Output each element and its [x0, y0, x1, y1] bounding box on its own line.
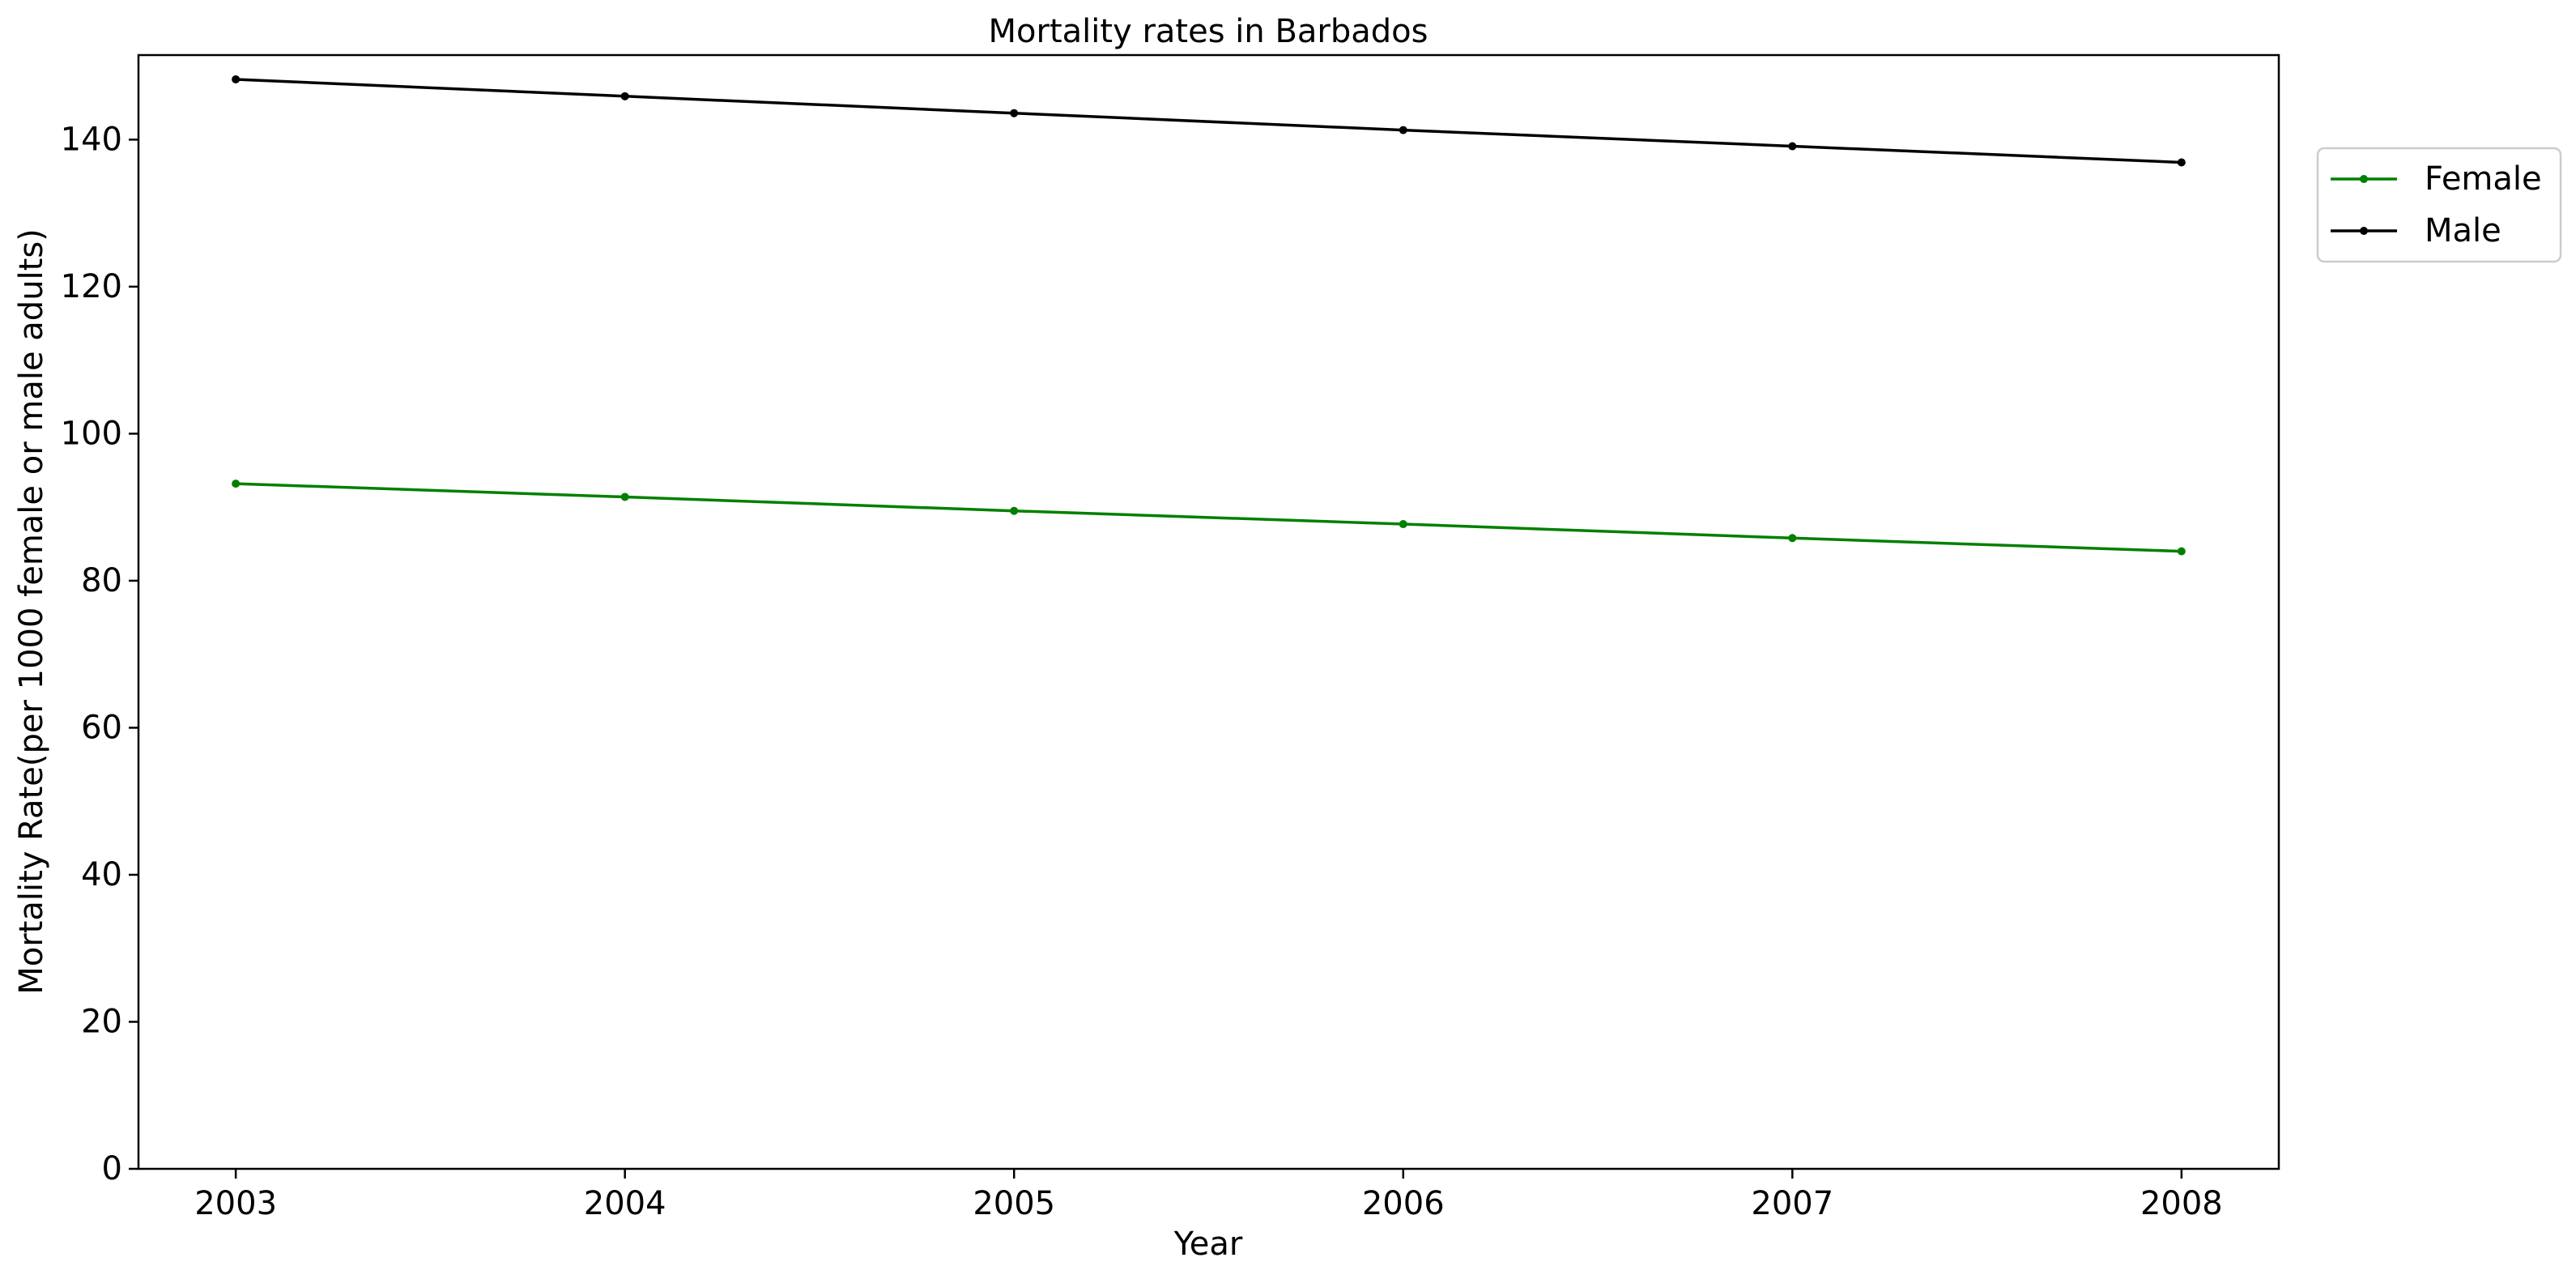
legend-label-female: Female: [2425, 160, 2542, 198]
y-tick-label: 20: [81, 1003, 122, 1040]
data-point-male: [1399, 126, 1407, 134]
data-point-female: [1010, 506, 1019, 515]
legend-label-male: Male: [2425, 212, 2501, 249]
y-tick-label: 0: [102, 1150, 122, 1187]
legend-item-male: Male: [2331, 212, 2501, 249]
data-point-female: [1399, 520, 1407, 529]
x-tick-label: 2005: [973, 1185, 1055, 1222]
data-point-female: [232, 480, 241, 488]
data-point-female: [2177, 547, 2186, 556]
y-tick-label: 60: [81, 709, 122, 746]
legend-frame: [2316, 147, 2562, 263]
x-tick-label: 2006: [1362, 1185, 1445, 1222]
series-female: [232, 480, 2186, 556]
legend: Female Male: [2316, 147, 2562, 263]
data-point-male: [1788, 142, 1797, 151]
series-line-female: [236, 482, 2182, 553]
chart-title: Mortality rates in Barbados: [989, 13, 1429, 50]
data-point-male: [232, 75, 241, 83]
legend-item-female: Female: [2331, 160, 2542, 198]
x-axis-ticks: 2003 2004 2005 2006 2007 2008: [194, 1169, 2223, 1222]
series-male: [232, 75, 2186, 167]
x-axis-title: Year: [1173, 1226, 1243, 1263]
y-tick-label: 120: [61, 268, 122, 305]
x-tick-label: 2003: [194, 1185, 277, 1222]
y-axis-ticks: 0 20 40 60 80 100 120 140: [61, 121, 138, 1187]
data-point-male: [620, 92, 629, 100]
plot-area-frame: [137, 53, 2280, 1170]
y-tick-label: 40: [81, 856, 122, 893]
x-tick-label: 2008: [2140, 1185, 2223, 1222]
series-layer: [232, 75, 2186, 556]
x-tick-label: 2007: [1751, 1185, 1833, 1222]
y-tick-label: 140: [61, 121, 122, 158]
legend-items: Female Male: [2331, 160, 2542, 249]
data-point-male: [1010, 109, 1019, 117]
legend-marker-male: [2360, 227, 2368, 235]
y-tick-label: 80: [81, 562, 122, 599]
data-point-female: [1788, 534, 1797, 543]
y-tick-label: 100: [61, 415, 122, 452]
data-point-male: [2177, 158, 2186, 167]
series-line-male: [236, 78, 2182, 164]
legend-marker-female: [2360, 175, 2368, 183]
x-tick-label: 2004: [584, 1185, 666, 1222]
data-point-female: [620, 492, 629, 501]
y-axis-title: Mortality Rate(per 1000 female or male a…: [13, 228, 50, 995]
